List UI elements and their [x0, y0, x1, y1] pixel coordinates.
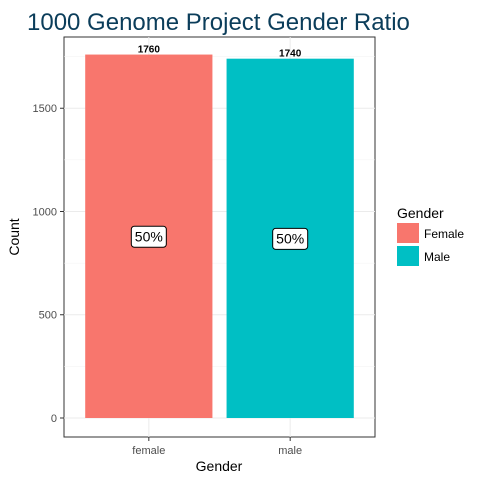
y-axis-ticks: 0 500 1000 1500: [33, 103, 64, 425]
percent-label: 50%: [276, 230, 304, 246]
legend: Gender Female Male: [397, 205, 464, 266]
y-tick-label: 1000: [33, 206, 57, 218]
legend-label-male: Male: [424, 250, 450, 264]
legend-key-male: [397, 246, 419, 266]
y-axis-label: Count: [6, 218, 22, 255]
bar-value-label: 1760: [138, 45, 161, 56]
legend-title: Gender: [397, 205, 444, 221]
percent-label-box: [130, 225, 167, 248]
bar-value-label: 1740: [279, 49, 302, 60]
x-tick-label: female: [132, 445, 165, 457]
legend-label-female: Female: [424, 227, 464, 241]
x-axis-label: Gender: [196, 458, 243, 474]
legend-key-female: [397, 223, 419, 243]
percent-label: 50%: [135, 228, 163, 244]
bars: 1760 50% 1740 50%: [85, 45, 354, 419]
y-tick-label: 500: [39, 310, 57, 322]
y-tick-label: 1500: [33, 103, 57, 115]
percent-label-box: [272, 227, 309, 250]
chart-title: 1000 Genome Project Gender Ratio: [27, 9, 410, 36]
x-axis-ticks: female male: [132, 437, 302, 457]
y-tick-label: 0: [51, 413, 57, 425]
x-tick-label: male: [278, 445, 302, 457]
